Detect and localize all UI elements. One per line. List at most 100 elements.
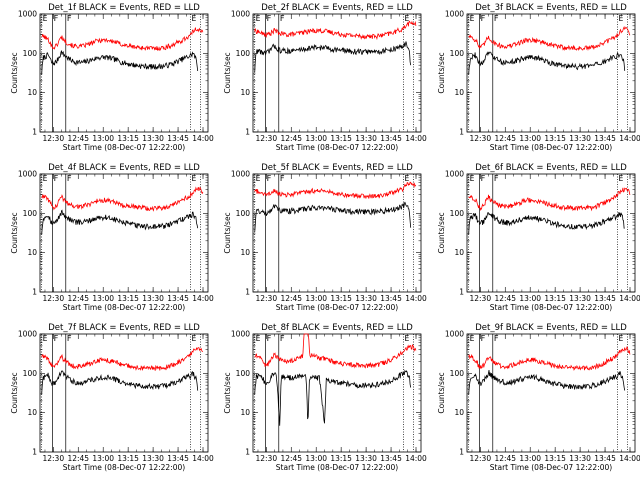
series-lld-line bbox=[41, 186, 204, 212]
y-tick-label: 1 bbox=[32, 128, 37, 137]
y-tick-label: 10 bbox=[241, 248, 251, 257]
panel-title: Det_6f BLACK = Events, RED = LLD bbox=[475, 163, 627, 173]
series-lld-line bbox=[254, 20, 417, 41]
time-marker-label: E bbox=[43, 334, 48, 343]
y-tick-label: 1 bbox=[459, 448, 464, 457]
series-lld-line bbox=[254, 181, 417, 199]
y-tick-label: 1000 bbox=[445, 170, 464, 179]
y-tick-label: 100 bbox=[236, 209, 251, 218]
detector-panel: Det_5f BLACK = Events, RED = LLD 1 10 100 10… bbox=[213, 160, 428, 320]
y-tick-label: 1000 bbox=[445, 10, 464, 19]
time-marker-label: F bbox=[267, 174, 272, 183]
x-tick-label: 13:45 bbox=[381, 134, 403, 143]
time-marker-label: F bbox=[480, 174, 485, 183]
x-tick-label: 13:45 bbox=[167, 134, 189, 143]
x-tick-label: 13:00 bbox=[92, 454, 114, 463]
time-marker-label: E bbox=[256, 14, 261, 23]
time-marker-label: F bbox=[53, 334, 58, 343]
x-axis-label: Start Time (08-Dec-07 12:22:00) bbox=[63, 463, 185, 472]
panel-chart: Det_1f BLACK = Events, RED = LLD 1 10 100 10… bbox=[10, 3, 214, 152]
x-tick-label: 13:00 bbox=[306, 294, 328, 303]
x-tick-label: 13:45 bbox=[167, 294, 189, 303]
x-tick-label: 13:15 bbox=[331, 134, 353, 143]
x-tick-label: 12:30 bbox=[256, 454, 278, 463]
x-tick-label: 14:00 bbox=[406, 134, 428, 143]
time-marker-label: E bbox=[618, 174, 623, 183]
y-tick-label: 10 bbox=[454, 88, 464, 97]
series-lld-line bbox=[41, 346, 203, 371]
time-marker-label: E bbox=[405, 14, 410, 23]
plot-frame bbox=[252, 173, 422, 293]
panel-chart: Det_8f BLACK = Events, RED = LLD 1 10 100 10… bbox=[223, 323, 428, 472]
time-marker-label: E bbox=[469, 174, 474, 183]
time-marker-label: E bbox=[256, 334, 261, 343]
panel-title: Det_1f BLACK = Events, RED = LLD bbox=[48, 3, 200, 13]
time-marker-label: F bbox=[280, 174, 285, 183]
x-tick-label: 14:00 bbox=[619, 454, 640, 463]
x-tick-label: 13:15 bbox=[331, 454, 353, 463]
x-tick-label: 12:30 bbox=[42, 454, 64, 463]
y-tick-label: 1000 bbox=[231, 10, 250, 19]
plot-frame bbox=[466, 13, 636, 133]
panel-title: Det_8f BLACK = Events, RED = LLD bbox=[262, 323, 414, 333]
detector-panel: Det_8f BLACK = Events, RED = LLD 1 10 100 10… bbox=[213, 320, 428, 480]
series-events-line bbox=[467, 370, 625, 394]
y-tick-label: 10 bbox=[454, 408, 464, 417]
x-tick-label: 13:45 bbox=[381, 454, 403, 463]
x-tick-label: 14:00 bbox=[192, 294, 214, 303]
panel-title: Det_9f BLACK = Events, RED = LLD bbox=[475, 323, 627, 333]
x-tick-label: 13:15 bbox=[544, 134, 566, 143]
x-tick-label: 12:45 bbox=[281, 454, 303, 463]
x-tick-label: 13:00 bbox=[519, 454, 541, 463]
x-axis-label: Start Time (08-Dec-07 12:22:00) bbox=[489, 463, 611, 472]
y-tick-label: 1 bbox=[246, 128, 251, 137]
time-marker-label: E bbox=[256, 174, 261, 183]
detector-panel: Det_3f BLACK = Events, RED = LLD 1 10 100 10… bbox=[427, 0, 640, 160]
x-tick-label: 12:30 bbox=[469, 294, 491, 303]
detector-panel: Det_4f BLACK = Events, RED = LLD 1 10 100 10… bbox=[0, 160, 214, 320]
time-marker-label: E bbox=[405, 174, 410, 183]
series-lld-line bbox=[467, 346, 630, 371]
x-axis-label: Start Time (08-Dec-07 12:22:00) bbox=[489, 303, 611, 312]
x-tick-label: 12:45 bbox=[67, 454, 89, 463]
y-axis-label: Counts/sec bbox=[437, 212, 446, 253]
x-tick-label: 13:00 bbox=[519, 294, 541, 303]
time-marker-label: F bbox=[280, 334, 285, 343]
time-marker-label: E bbox=[43, 14, 48, 23]
x-tick-label: 13:00 bbox=[92, 294, 114, 303]
time-marker-label: F bbox=[493, 334, 498, 343]
time-marker-label: F bbox=[493, 174, 498, 183]
y-axis-label: Counts/sec bbox=[437, 52, 446, 93]
series-events-line bbox=[254, 369, 412, 426]
x-tick-label: 13:45 bbox=[167, 454, 189, 463]
x-tick-label: 13:30 bbox=[356, 294, 378, 303]
y-tick-label: 10 bbox=[27, 88, 37, 97]
time-marker-label: F bbox=[493, 14, 498, 23]
panel-title: Det_5f BLACK = Events, RED = LLD bbox=[262, 163, 414, 173]
series-lld-line bbox=[467, 187, 630, 212]
time-marker-label: F bbox=[67, 14, 72, 23]
series-lld-line bbox=[254, 333, 417, 369]
y-tick-label: 10 bbox=[241, 408, 251, 417]
y-tick-label: 1 bbox=[246, 288, 251, 297]
x-tick-label: 14:00 bbox=[192, 134, 214, 143]
x-tick-label: 14:00 bbox=[406, 454, 428, 463]
x-tick-label: 14:00 bbox=[406, 294, 428, 303]
time-marker-label: F bbox=[53, 174, 58, 183]
time-marker-label: E bbox=[618, 14, 623, 23]
series-lld-line bbox=[468, 26, 630, 52]
y-tick-label: 100 bbox=[449, 209, 464, 218]
x-tick-label: 13:15 bbox=[544, 294, 566, 303]
y-axis-label: Counts/sec bbox=[10, 212, 19, 253]
time-marker-label: E bbox=[192, 14, 197, 23]
y-tick-label: 1 bbox=[32, 448, 37, 457]
y-tick-label: 1 bbox=[246, 448, 251, 457]
x-tick-label: 12:45 bbox=[67, 294, 89, 303]
x-axis-label: Start Time (08-Dec-07 12:22:00) bbox=[489, 143, 611, 152]
x-tick-label: 13:45 bbox=[594, 454, 616, 463]
series-events-line bbox=[467, 212, 625, 234]
y-tick-label: 1000 bbox=[18, 10, 37, 19]
x-axis-label: Start Time (08-Dec-07 12:22:00) bbox=[276, 143, 398, 152]
y-tick-label: 100 bbox=[236, 369, 251, 378]
